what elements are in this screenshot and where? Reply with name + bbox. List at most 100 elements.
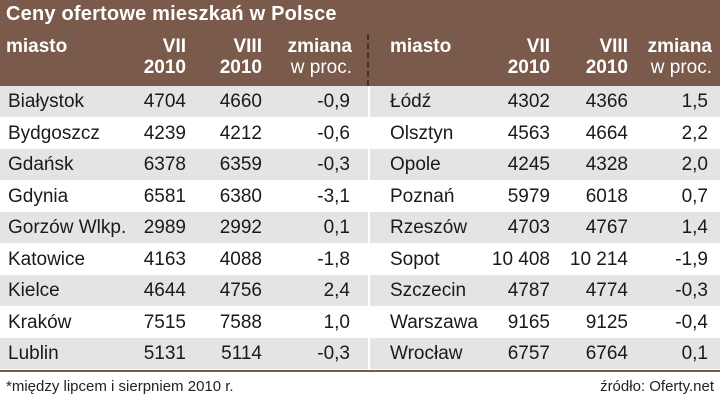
price-aug-cell: 6018 <box>585 185 628 207</box>
price-jul-cell: 4704 <box>143 91 186 112</box>
city-cell: Poznań <box>390 185 455 207</box>
price-aug-cell: 6764 <box>585 343 628 364</box>
price-aug-cell: 2992 <box>219 217 262 238</box>
price-jul-cell: 6378 <box>143 154 186 175</box>
row-background-right <box>370 306 720 338</box>
price-jul-cell: 4245 <box>507 154 550 175</box>
price-aug-cell: 4664 <box>585 122 628 144</box>
change-cell: -1,9 <box>675 248 708 270</box>
price-jul-cell: 4787 <box>507 280 550 301</box>
price-aug-cell: 4660 <box>219 91 262 112</box>
price-jul-cell: 6757 <box>507 343 550 364</box>
title-bar: Ceny ofertowe mieszkań w Polsce <box>0 0 720 36</box>
change-cell: 1,0 <box>323 311 350 333</box>
price-aug-cell: 4212 <box>219 122 262 144</box>
price-jul-cell: 5979 <box>507 185 550 207</box>
row-background-left <box>0 338 368 369</box>
header-change-right: zmiana w proc. <box>628 36 712 78</box>
change-cell: -0,9 <box>317 91 350 112</box>
table-row: Gdańsk 6378 6359 -0,3 Opole 4245 4328 2,0 <box>0 149 720 181</box>
table-row: Białystok 4704 4660 -0,9 Łódź 4302 4366 1,5 <box>0 86 720 118</box>
price-aug-cell: 7588 <box>219 311 262 333</box>
city-cell: Gdynia <box>8 185 69 207</box>
table-row: Gorzów Wlkp. 2989 2992 0,1 Rzeszów 4703 4767 1,… <box>0 212 720 244</box>
row-background-left <box>0 275 368 306</box>
city-cell: Kielce <box>8 280 60 301</box>
row-background-right <box>370 149 720 180</box>
header-change-right-line1: zmiana <box>647 36 712 57</box>
header-aug-left-line1: VIII <box>233 36 262 57</box>
row-background-right <box>370 212 720 243</box>
row-background-right <box>370 338 720 369</box>
price-aug-cell: 4328 <box>585 154 628 175</box>
table-row: Kraków 7515 7588 1,0 Warszawa 9165 9125 -0,4 <box>0 306 720 339</box>
price-aug-cell: 4774 <box>585 280 628 301</box>
table-row: Katowice 4163 4088 -1,8 Sopot 10 408 10 214 -1,… <box>0 243 720 276</box>
change-cell: -0,3 <box>675 280 708 301</box>
city-cell: Olsztyn <box>390 122 454 144</box>
header-aug-right-line2: 2010 <box>585 57 628 78</box>
header-city-right: miasto <box>390 36 452 57</box>
price-jul-cell: 4239 <box>143 122 186 144</box>
row-background-left <box>0 117 368 149</box>
price-jul-cell: 4703 <box>507 217 550 238</box>
row-background-left <box>0 86 368 117</box>
header-aug-left: VIII 2010 <box>206 36 262 78</box>
city-cell: Szczecin <box>390 280 467 301</box>
change-cell: 1,4 <box>681 217 708 238</box>
price-jul-cell: 6581 <box>143 185 186 207</box>
row-background-left <box>0 180 368 212</box>
price-aug-cell: 6359 <box>219 154 262 175</box>
header-jul-left-line2: 2010 <box>143 57 186 78</box>
city-cell: Gorzów Wlkp. <box>8 217 127 238</box>
city-cell: Wrocław <box>390 343 463 364</box>
price-jul-cell: 4563 <box>507 122 550 144</box>
price-jul-cell: 5131 <box>143 343 186 364</box>
change-cell: 2,0 <box>681 154 708 175</box>
price-aug-cell: 4756 <box>219 280 262 301</box>
city-cell: Warszawa <box>390 311 478 333</box>
change-cell: 1,5 <box>681 91 708 112</box>
price-aug-cell: 4767 <box>585 217 628 238</box>
price-jul-cell: 9165 <box>507 311 550 333</box>
price-aug-cell: 10 214 <box>569 248 628 270</box>
change-cell: 0,7 <box>681 185 708 207</box>
change-cell: -3,1 <box>317 185 350 207</box>
table-row: Bydgoszcz 4239 4212 -0,6 Olsztyn 4563 4664 2,2 <box>0 117 720 150</box>
city-cell: Rzeszów <box>390 217 468 238</box>
row-background-right <box>370 86 720 117</box>
price-aug-cell: 9125 <box>585 311 628 333</box>
footer: *między lipcem i sierpniem 2010 r. źródł… <box>0 370 720 418</box>
header-jul-right: VII 2010 <box>494 36 550 78</box>
row-background-left <box>0 243 368 275</box>
change-cell: 0,1 <box>323 217 350 238</box>
change-cell: -0,3 <box>317 343 350 364</box>
column-header-bar: miasto VII 2010 VIII 2010 zmiana w proc. mi… <box>0 34 720 86</box>
price-jul-cell: 4302 <box>507 91 550 112</box>
change-cell: 2,2 <box>681 122 708 144</box>
column-divider <box>367 34 369 86</box>
row-background-left <box>0 212 368 243</box>
city-cell: Opole <box>390 154 441 175</box>
price-aug-cell: 4366 <box>585 91 628 112</box>
price-aug-cell: 5114 <box>221 343 262 364</box>
city-cell: Białystok <box>8 91 85 112</box>
source-label: źródło: Oferty.net <box>600 378 714 395</box>
change-cell: 0,1 <box>681 343 708 364</box>
price-aug-cell: 6380 <box>219 185 262 207</box>
header-city-left: miasto <box>6 36 68 57</box>
table-row: Lublin 5131 5114 -0,3 Wrocław 6757 6764 0,1 <box>0 338 720 370</box>
row-background-left <box>0 306 368 338</box>
city-cell: Gdańsk <box>8 154 74 175</box>
table-row: Gdynia 6581 6380 -3,1 Poznań 5979 6018 0,7 <box>0 180 720 213</box>
price-jul-cell: 4644 <box>143 280 186 301</box>
row-background-right <box>370 180 720 212</box>
table-title: Ceny ofertowe mieszkań w Polsce <box>6 3 337 25</box>
change-cell: -0,4 <box>675 311 708 333</box>
header-jul-right-line1: VII <box>526 36 550 57</box>
change-cell: 2,4 <box>323 280 350 301</box>
footnote: *między lipcem i sierpniem 2010 r. <box>6 378 234 395</box>
city-cell: Kraków <box>8 311 72 333</box>
row-background-right <box>370 275 720 306</box>
